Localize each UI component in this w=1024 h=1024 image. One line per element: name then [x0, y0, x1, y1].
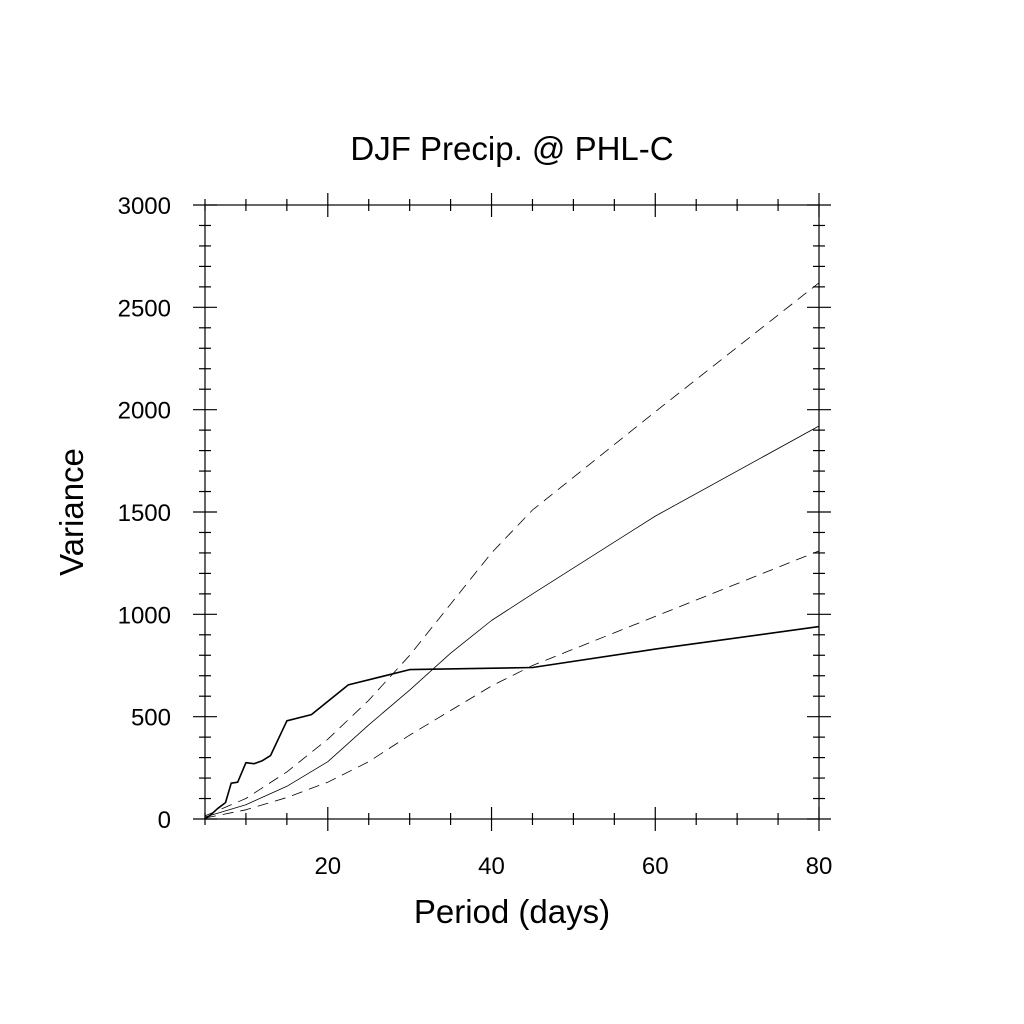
y-axis-label: Variance	[53, 448, 90, 576]
y-tick-label: 2500	[118, 295, 171, 322]
x-tick-label: 80	[806, 853, 833, 880]
y-tick-label: 1000	[118, 602, 171, 629]
y-tick-label: 3000	[118, 193, 171, 220]
series-line-red-noise	[204, 425, 820, 818]
x-tick-label: 60	[642, 853, 669, 880]
chart-title: DJF Precip. @ PHL-C	[350, 130, 673, 167]
y-tick-label: 1500	[118, 500, 171, 527]
y-tick-label: 0	[158, 807, 171, 834]
axis-ticks: 20 40 60 80 0 500 1000 1500 2000 2500 3000	[118, 193, 833, 880]
series-group	[204, 282, 820, 820]
plot-frame	[204, 204, 820, 820]
y-tick-label: 2000	[118, 398, 171, 425]
series-line-lower-bound	[204, 550, 820, 819]
y-tick-label: 500	[131, 705, 171, 732]
x-axis-label: Period (days)	[414, 893, 610, 930]
series-line-upper-bound	[204, 282, 820, 817]
series-line-spectrum	[204, 625, 820, 820]
x-tick-label: 40	[478, 853, 505, 880]
x-tick-label: 20	[314, 853, 341, 880]
